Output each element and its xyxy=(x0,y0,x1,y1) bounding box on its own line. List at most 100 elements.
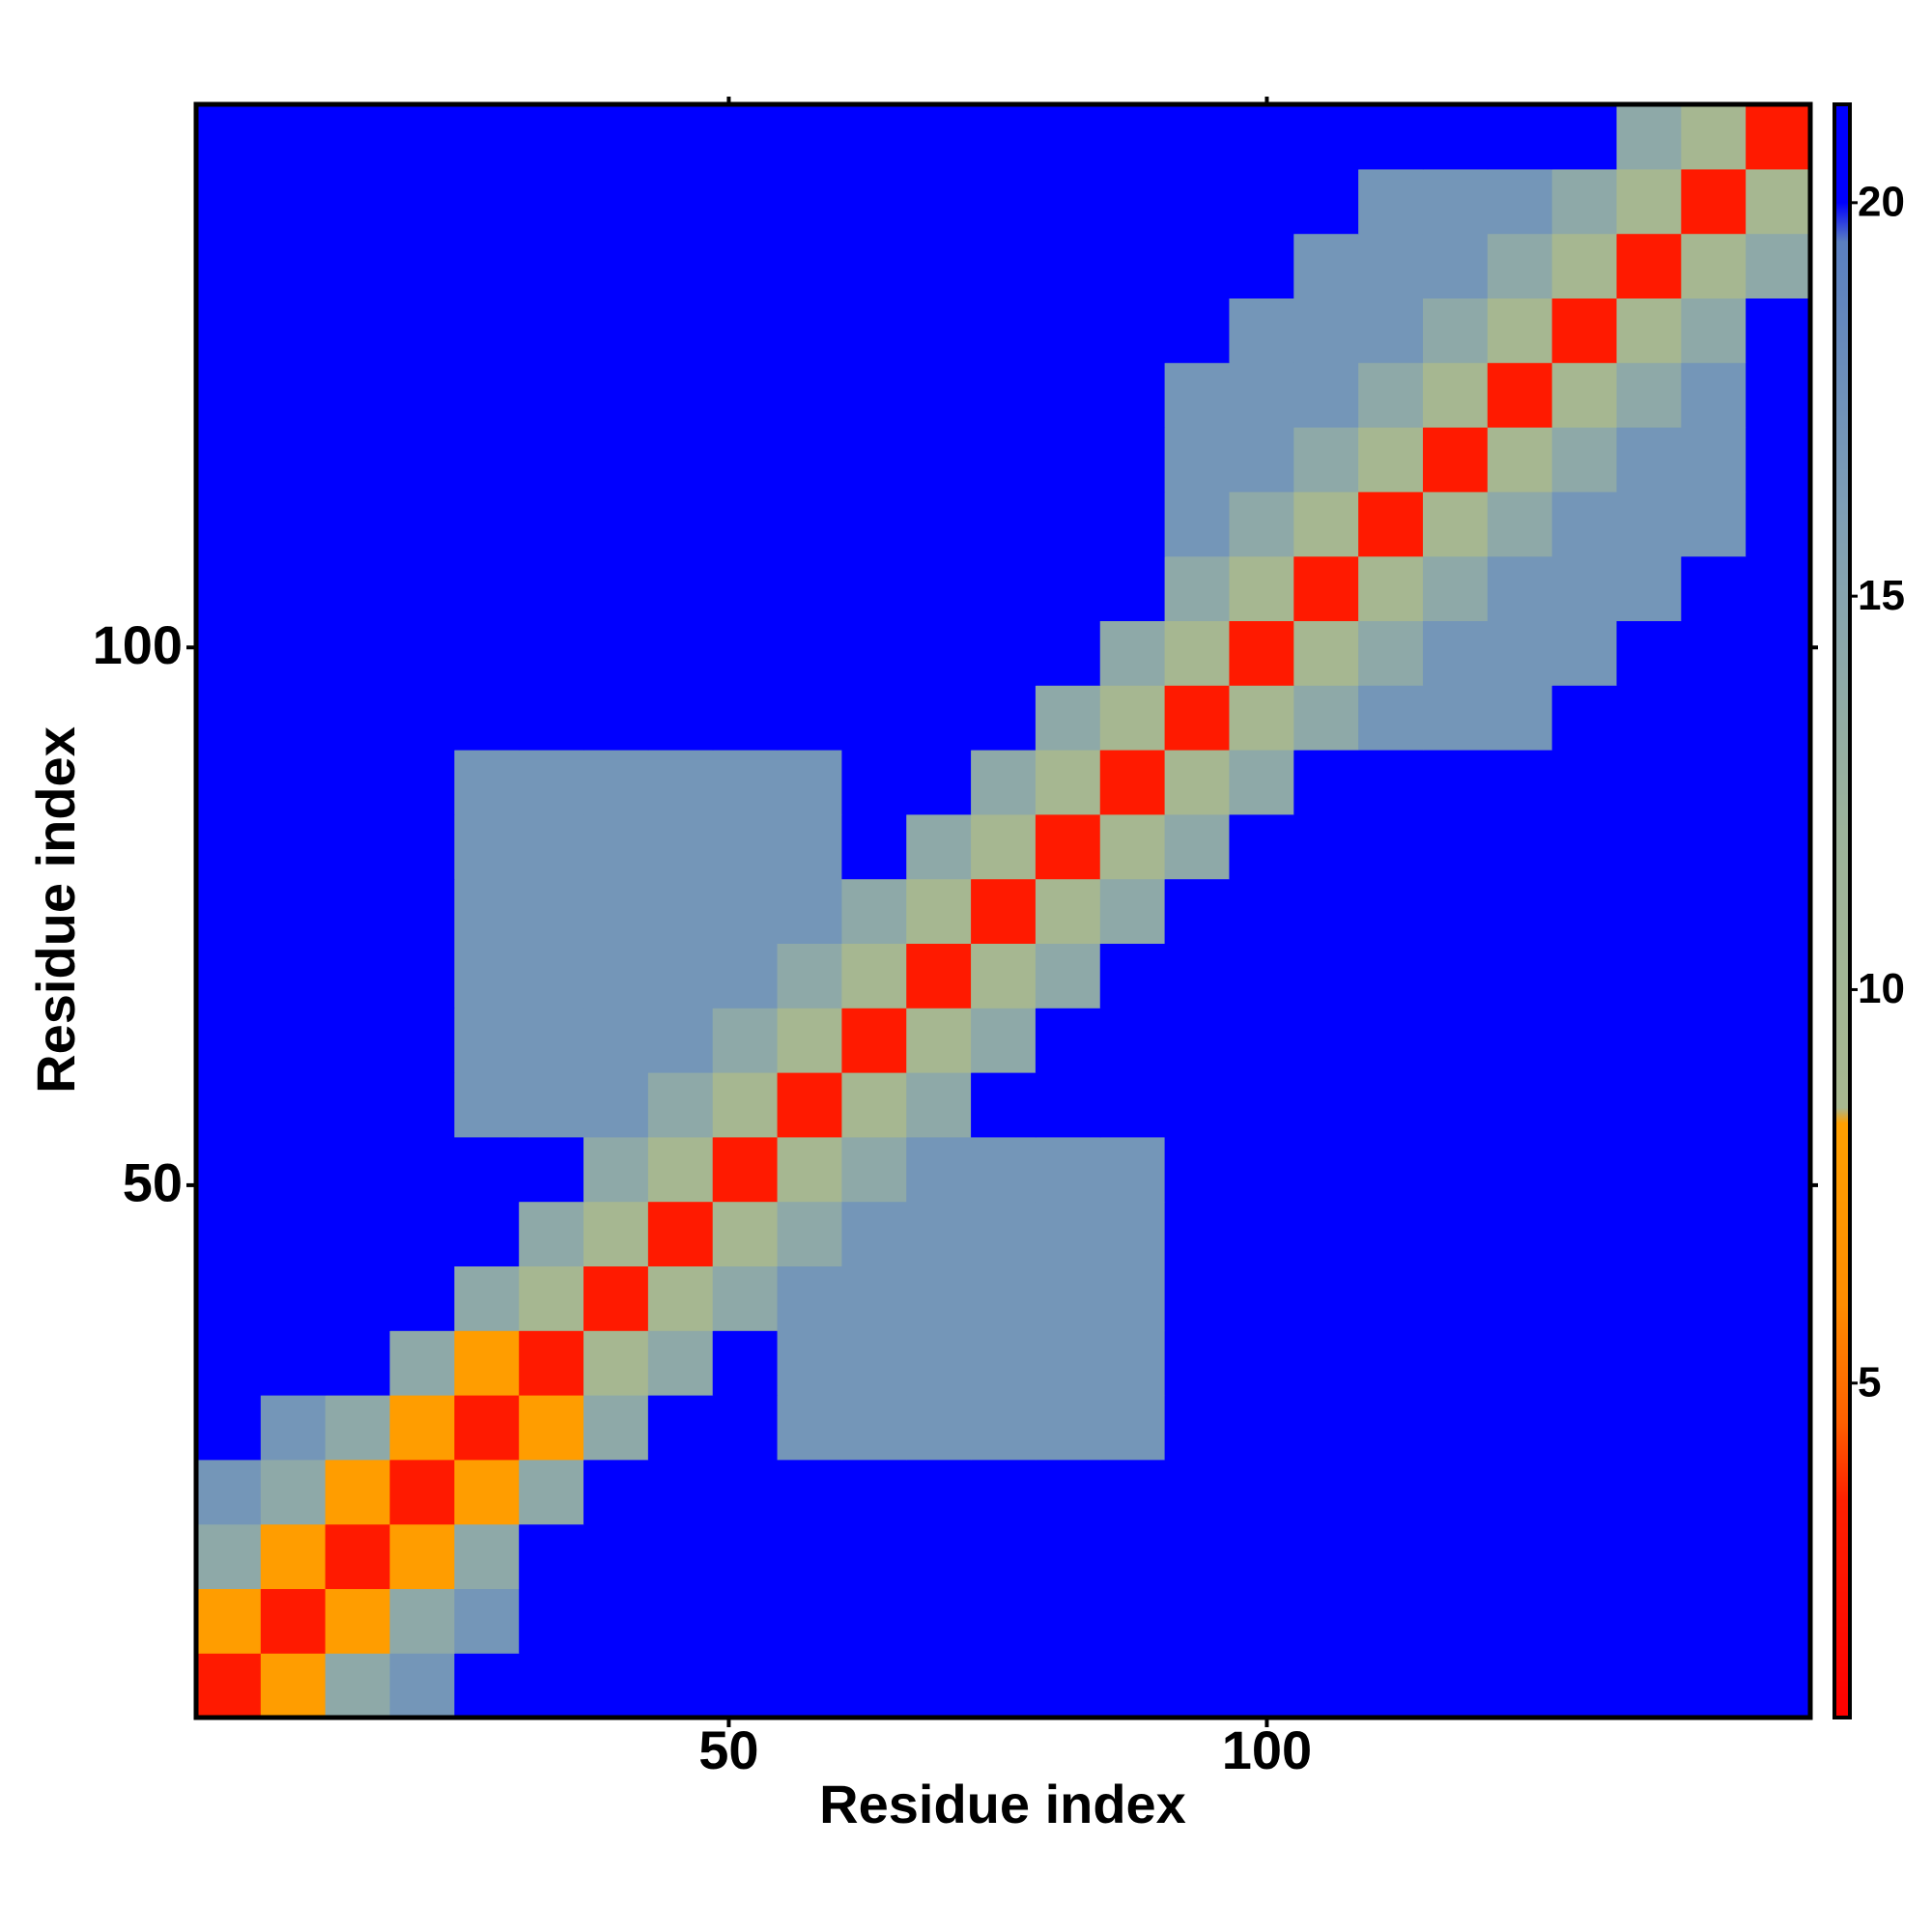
heatmap-cell xyxy=(1487,555,1553,621)
heatmap-cell xyxy=(196,362,262,428)
heatmap-cell xyxy=(906,1523,972,1589)
heatmap-cell xyxy=(906,620,972,686)
heatmap-cell xyxy=(1035,555,1101,621)
heatmap-cell xyxy=(1035,1588,1101,1654)
heatmap-cell xyxy=(389,620,455,686)
heatmap-cell xyxy=(1229,1523,1294,1589)
heatmap-cell xyxy=(1164,1201,1231,1266)
heatmap-cell xyxy=(583,298,649,363)
heatmap-cell xyxy=(196,1136,262,1203)
heatmap-cell xyxy=(1099,1201,1166,1266)
heatmap-cell xyxy=(1616,1072,1682,1138)
heatmap-cell xyxy=(1099,555,1166,621)
heatmap-cell xyxy=(1293,1072,1359,1138)
heatmap-cell xyxy=(647,427,714,493)
colorbar xyxy=(1833,102,1852,1719)
heatmap-cell xyxy=(583,1653,649,1719)
heatmap-cell xyxy=(1681,233,1747,298)
heatmap-cell xyxy=(1746,298,1811,363)
heatmap-cell xyxy=(389,1523,455,1589)
heatmap-cell xyxy=(1358,1330,1424,1396)
heatmap-cell xyxy=(777,1008,842,1073)
heatmap-cell xyxy=(1551,813,1618,880)
heatmap-cell xyxy=(583,1136,649,1203)
heatmap-cell xyxy=(712,685,779,751)
heatmap-cell xyxy=(1551,943,1618,1009)
heatmap-cell xyxy=(1551,1523,1618,1589)
heatmap-cell xyxy=(1293,1588,1359,1654)
heatmap-cell xyxy=(777,362,842,428)
heatmap-cell xyxy=(647,620,714,686)
heatmap-cell xyxy=(583,362,649,428)
heatmap-cell xyxy=(1035,1459,1101,1525)
heatmap-cell xyxy=(906,362,972,428)
heatmap-cell xyxy=(1422,1459,1489,1525)
heatmap-cell xyxy=(971,427,1037,493)
heatmap-cell xyxy=(519,168,584,235)
heatmap-cell xyxy=(647,491,714,557)
heatmap-cell xyxy=(454,1395,520,1461)
heatmap-cell xyxy=(260,943,327,1009)
heatmap-cell xyxy=(647,555,714,621)
heatmap-cell xyxy=(325,168,391,235)
heatmap-cell xyxy=(906,555,972,621)
heatmap-cell xyxy=(1616,1395,1682,1461)
heatmap-cell xyxy=(260,427,327,493)
heatmap-cell xyxy=(712,878,779,944)
heatmap-cell xyxy=(1229,1265,1294,1331)
heatmap-cell xyxy=(971,685,1037,751)
heatmap-cell xyxy=(841,555,907,621)
heatmap-cell xyxy=(260,233,327,298)
heatmap-cell xyxy=(325,1395,391,1461)
heatmap-cell xyxy=(1746,1008,1811,1073)
heatmap-cell xyxy=(389,1330,455,1396)
heatmap-cell xyxy=(841,1588,907,1654)
heatmap-cell xyxy=(1551,878,1618,944)
heatmap-cell xyxy=(841,1653,907,1719)
heatmap-cell xyxy=(906,1330,972,1396)
heatmap-cell xyxy=(1616,555,1682,621)
heatmap-cell xyxy=(841,685,907,751)
heatmap-cell xyxy=(1422,1201,1489,1266)
heatmap-cell xyxy=(196,1653,262,1719)
heatmap-cell xyxy=(1422,685,1489,751)
heatmap-cell xyxy=(1099,943,1166,1009)
heatmap-cell xyxy=(1035,1265,1101,1331)
heatmap-cell xyxy=(777,1072,842,1138)
heatmap-cell xyxy=(389,298,455,363)
heatmap-cell xyxy=(777,1201,842,1266)
heatmap-cell xyxy=(389,1265,455,1331)
heatmap-cell xyxy=(1164,104,1231,170)
heatmap-cell xyxy=(1551,233,1618,298)
heatmap-cell xyxy=(1681,427,1747,493)
heatmap-cell xyxy=(1099,362,1166,428)
heatmap-cell xyxy=(1035,685,1101,751)
heatmap-cell xyxy=(971,298,1037,363)
heatmap-cell xyxy=(971,1008,1037,1073)
x-axis-label: Residue index xyxy=(819,1774,1186,1834)
heatmap-cell xyxy=(1358,620,1424,686)
heatmap-cell xyxy=(777,685,842,751)
heatmap-cell xyxy=(260,1653,327,1719)
heatmap-cell xyxy=(583,685,649,751)
heatmap-cell xyxy=(1616,1588,1682,1654)
heatmap-cell xyxy=(777,1523,842,1589)
heatmap-cell xyxy=(454,298,520,363)
heatmap-cell xyxy=(1358,1136,1424,1203)
heatmap-cell xyxy=(325,491,391,557)
heatmap-cell xyxy=(1422,878,1489,944)
heatmap-cell xyxy=(519,1653,584,1719)
heatmap-cell xyxy=(454,362,520,428)
heatmap-cell xyxy=(1422,1072,1489,1138)
heatmap-cell xyxy=(196,878,262,944)
heatmap-cell xyxy=(712,1136,779,1203)
heatmap-cell xyxy=(971,1395,1037,1461)
heatmap-cell xyxy=(1746,362,1811,428)
heatmap-cell xyxy=(454,1330,520,1396)
heatmap-cell xyxy=(1229,491,1294,557)
heatmap-cell xyxy=(1358,1523,1424,1589)
heatmap-cell xyxy=(841,1523,907,1589)
heatmap-cell xyxy=(1293,427,1359,493)
heatmap-cell xyxy=(1229,1136,1294,1203)
heatmap-cell xyxy=(1422,1008,1489,1073)
